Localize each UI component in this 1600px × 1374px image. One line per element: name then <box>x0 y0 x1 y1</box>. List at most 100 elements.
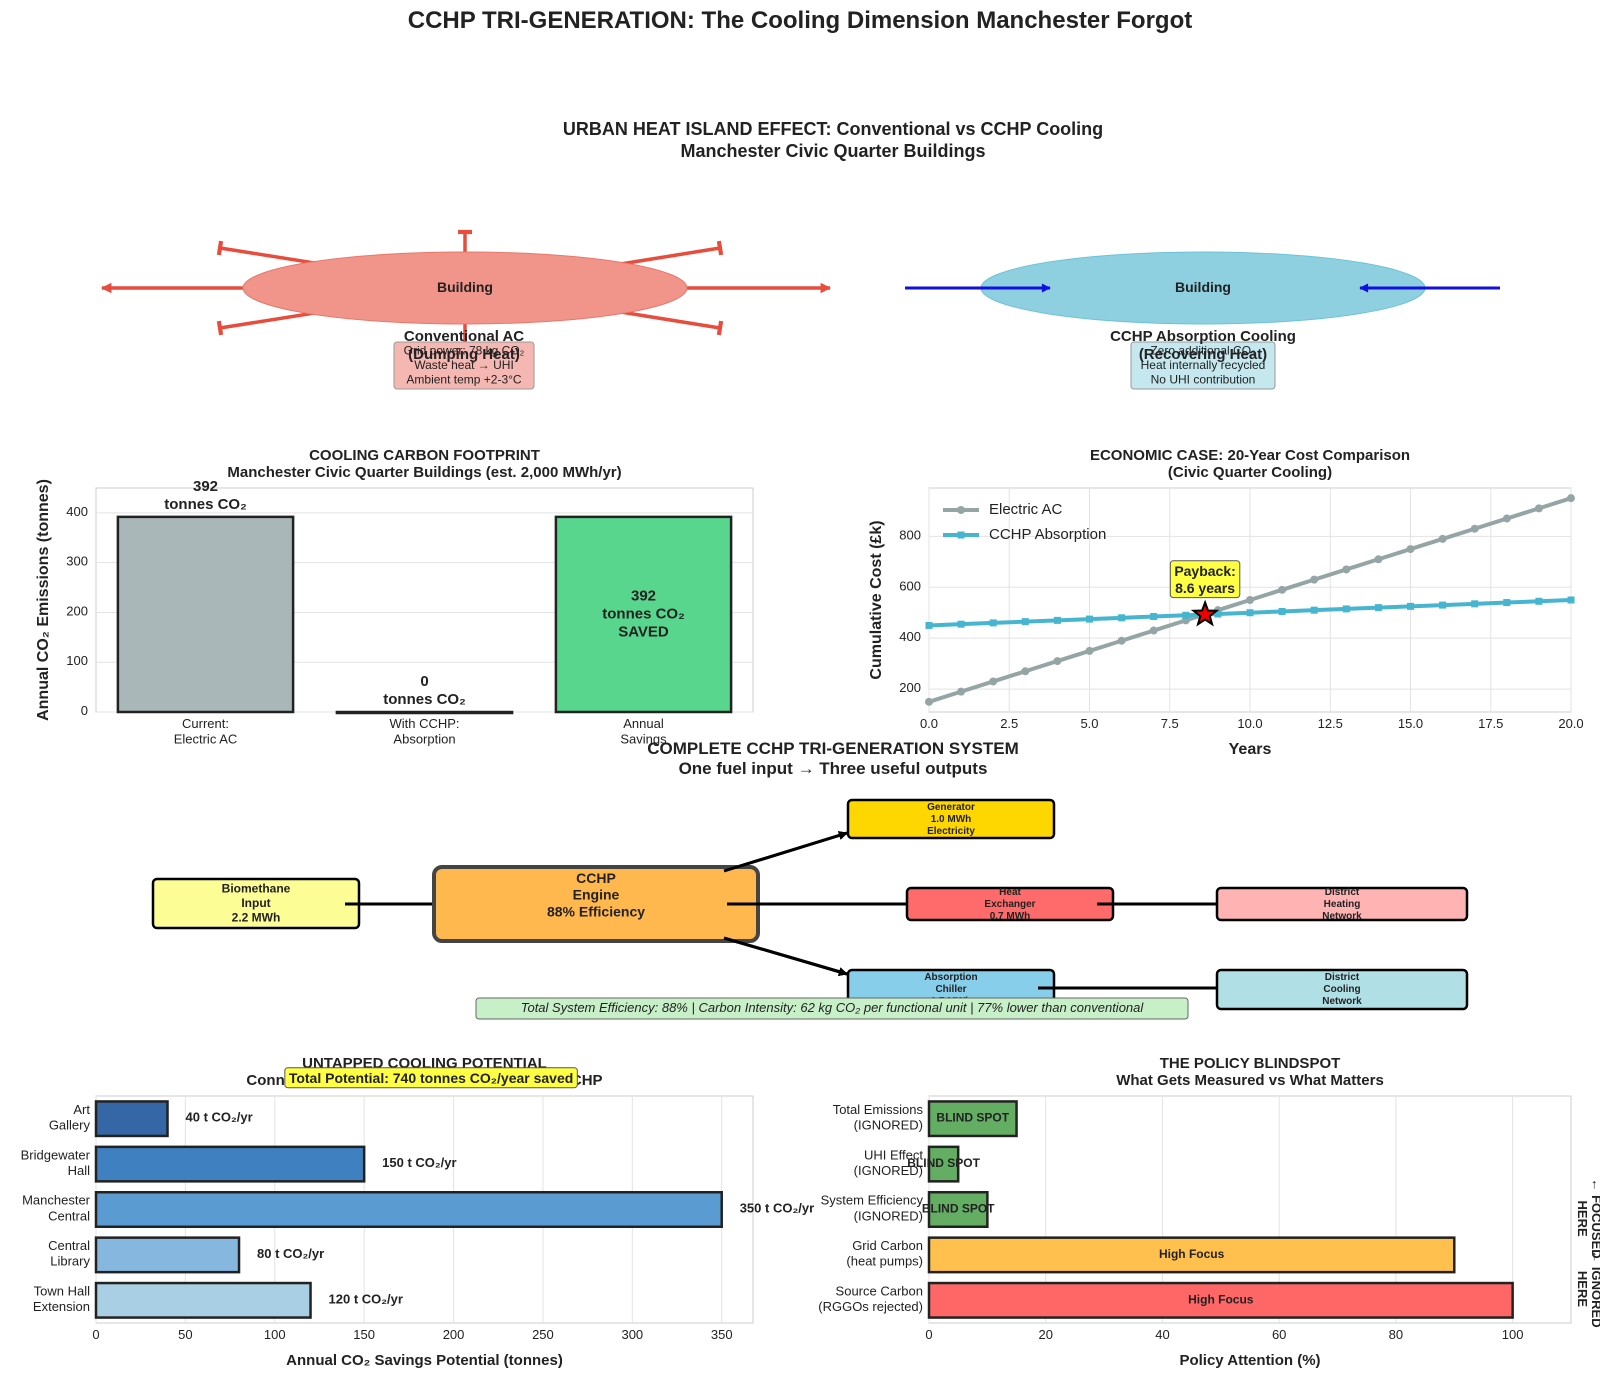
text-line: 12.5 <box>1318 716 1343 731</box>
chart-title: COOLING CARBON FOOTPRINT Manchester Civic… <box>227 447 621 481</box>
x-tick-label: 100 <box>264 1327 286 1342</box>
text-line: Savings <box>620 732 667 747</box>
building-label: Building <box>1175 279 1231 295</box>
text-line: Network <box>1322 911 1362 922</box>
text-line: 400 <box>66 504 88 519</box>
text-line: 600 <box>899 579 921 594</box>
point <box>1182 611 1190 619</box>
x-tick-label: 20.0 <box>1558 716 1583 731</box>
point <box>1053 616 1061 624</box>
box-label: Heat Exchanger 0.7 MWh <box>984 887 1035 922</box>
point <box>1567 596 1575 604</box>
box-label: Biomethane Input 2.2 MWh <box>222 882 291 925</box>
text-line: 200 <box>443 1327 465 1342</box>
bar <box>94 1145 366 1183</box>
text-line: 5.0 <box>1080 716 1098 731</box>
text-line: ← FOCUSED <box>1589 1178 1600 1258</box>
point <box>1374 604 1382 612</box>
point <box>1053 657 1062 666</box>
text-line: Grid power: 78 kg CO₂ <box>404 344 525 358</box>
point <box>925 621 933 629</box>
point <box>1149 626 1158 635</box>
text-line: Electric AC <box>989 501 1063 518</box>
text-line: 200 <box>899 681 921 696</box>
text-line: (Civic Quarter Cooling) <box>1168 464 1332 481</box>
point <box>1439 601 1447 609</box>
text-line: CCHP Absorption Cooling <box>1110 328 1296 345</box>
text-line: Total Emissions <box>833 1102 924 1117</box>
x-axis-label: Annual CO₂ Savings Potential (tonnes) <box>286 1352 563 1369</box>
chart-title: ECONOMIC CASE: 20-Year Cost Comparison (C… <box>1090 447 1410 481</box>
text-line: 350 t CO₂/yr <box>740 1201 814 1216</box>
building-label: Building <box>437 279 493 295</box>
text-line: High Focus <box>1159 1247 1225 1261</box>
text-line: 2.2 MWh <box>232 911 281 925</box>
x-tick-label: 60 <box>1272 1327 1286 1342</box>
y-tick-label: 600 <box>899 579 921 594</box>
text-line: What Gets Measured vs What Matters <box>1116 1072 1384 1089</box>
point <box>1086 615 1093 623</box>
x-tick-label: 80 <box>1389 1327 1403 1342</box>
point <box>1310 606 1318 614</box>
point <box>925 697 933 706</box>
notes-box <box>1130 341 1276 390</box>
point <box>1021 618 1029 626</box>
bar <box>116 515 295 714</box>
point <box>1406 545 1415 554</box>
text-line: 0 <box>92 1327 99 1342</box>
text-line: Library <box>50 1254 90 1269</box>
y-tick-label: 300 <box>66 554 88 569</box>
notes: Grid power: 78 kg CO₂ Waste heat → UHI Amb… <box>404 344 525 387</box>
bar <box>927 1145 960 1183</box>
point <box>1246 596 1254 604</box>
text-line: Network <box>1322 996 1362 1007</box>
text-line: 88% Efficiency <box>547 903 645 919</box>
text-line: Grid Carbon <box>852 1239 923 1254</box>
bar-label: BLIND SPOT <box>936 1111 1009 1125</box>
text-line: Current: <box>182 716 229 731</box>
text-line: 20 <box>1038 1327 1052 1342</box>
payback-point <box>1190 599 1220 627</box>
text-line: 8.6 years <box>1175 580 1235 596</box>
point <box>1310 575 1319 584</box>
text-line: HERE <box>1574 1201 1589 1237</box>
text-line: 40 t CO₂/yr <box>186 1110 253 1125</box>
text-line: (Recovering Heat) <box>1139 346 1267 363</box>
text-line: 350 <box>711 1327 733 1342</box>
y-tick-label: Central Library <box>48 1239 90 1270</box>
building-conventional <box>242 251 688 325</box>
arrow <box>723 936 848 977</box>
legend-label: Electric AC <box>989 501 1063 518</box>
text-line: tonnes CO₂ <box>164 496 247 513</box>
text-line: 150 t CO₂/yr <box>382 1156 456 1171</box>
text-line: UHI Effect <box>864 1148 923 1163</box>
text-line: ECONOMIC CASE: 20-Year Cost Comparison <box>1090 447 1410 464</box>
text-line: 392 <box>631 587 656 604</box>
y-tick-label: 200 <box>66 604 88 619</box>
text-line: tonnes CO₂ <box>602 605 685 622</box>
text-line: 300 <box>66 554 88 569</box>
summary-box <box>475 997 1189 1020</box>
text-line: (RGGOs rejected) <box>818 1300 923 1315</box>
x-tick-label: 20 <box>1038 1327 1052 1342</box>
x-tick-label: 150 <box>353 1327 375 1342</box>
x-tick-label: Current: Electric AC <box>174 716 238 747</box>
text-line: BLIND SPOT <box>922 1202 995 1216</box>
heat-island-diagram: URBAN HEAT ISLAND EFFECT: Conventional v… <box>100 119 1500 390</box>
value-label: 40 t CO₂/yr <box>186 1110 253 1125</box>
point <box>1150 613 1158 621</box>
text-line: 400 <box>899 630 921 645</box>
bar <box>927 1190 989 1229</box>
text-line: 0 <box>420 673 428 690</box>
point <box>989 677 998 686</box>
text-line: COOLING CARBON FOOTPRINT <box>309 447 540 464</box>
point <box>957 687 966 696</box>
bar <box>927 1236 1456 1274</box>
point <box>1471 600 1479 608</box>
text-line: 800 <box>899 528 921 543</box>
point <box>1342 605 1350 613</box>
bar-label: BLIND SPOT <box>922 1202 995 1216</box>
text-line: System Efficiency <box>821 1193 924 1208</box>
point <box>1470 524 1479 533</box>
text-line: 10.0 <box>1237 716 1262 731</box>
